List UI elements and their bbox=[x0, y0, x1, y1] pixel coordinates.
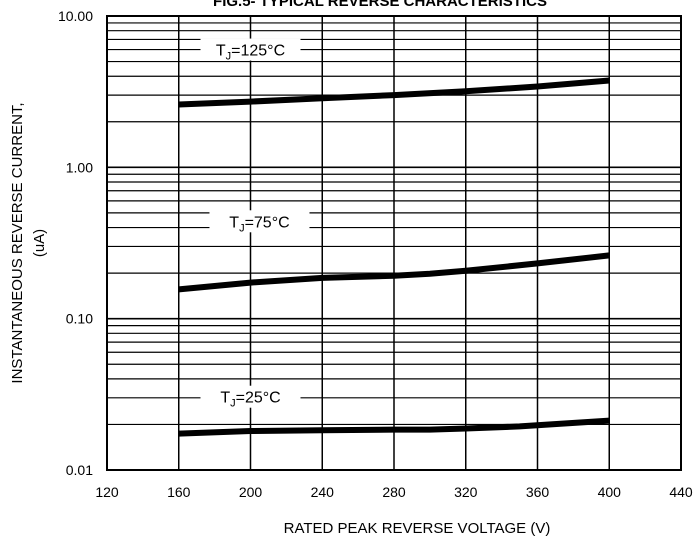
series-label: TJ=125°C bbox=[216, 43, 285, 63]
series-line bbox=[178, 417, 610, 437]
x-tick-label: 400 bbox=[598, 484, 622, 500]
series-group bbox=[178, 77, 610, 437]
chart-title: FIG.5- TYPICAL REVERSE CHARACTERISTICS bbox=[213, 0, 547, 10]
series-line bbox=[178, 77, 610, 108]
x-axis-label: RATED PEAK REVERSE VOLTAGE (V) bbox=[284, 520, 551, 537]
y-axis-label: INSTANTANEOUS REVERSE CURRENT, bbox=[9, 102, 26, 383]
series-label-background bbox=[200, 385, 301, 408]
x-tick-label: 200 bbox=[239, 484, 263, 500]
grid bbox=[107, 16, 681, 470]
x-tick-label: 280 bbox=[382, 484, 406, 500]
x-tick-label: 120 bbox=[95, 484, 119, 500]
y-tick-label: 0.01 bbox=[66, 462, 93, 478]
y-tick-label: 0.10 bbox=[66, 311, 93, 327]
series-label-background bbox=[209, 210, 310, 233]
y-tick-labels: 0.01 0.10 1.00 10.00 bbox=[58, 8, 93, 478]
series-labels: TJ=125°C TJ=75°C TJ=25°C bbox=[200, 38, 310, 410]
x-tick-label: 320 bbox=[454, 484, 478, 500]
series-line bbox=[178, 252, 610, 293]
y-tick-label: 10.00 bbox=[58, 8, 93, 24]
x-tick-label: 160 bbox=[167, 484, 191, 500]
series-label: TJ=25°C bbox=[220, 390, 280, 410]
x-tick-label: 440 bbox=[669, 484, 693, 500]
plot-frame bbox=[106, 15, 682, 471]
x-tick-label: 240 bbox=[311, 484, 335, 500]
x-tick-label: 360 bbox=[526, 484, 550, 500]
series-label: TJ=75°C bbox=[229, 214, 289, 234]
series-label-background bbox=[200, 38, 301, 61]
y-axis-label-unit: (uA) bbox=[31, 229, 48, 257]
x-tick-labels: 120 160 200 240 280 320 360 400 440 bbox=[95, 484, 693, 500]
y-tick-label: 1.00 bbox=[66, 159, 93, 175]
